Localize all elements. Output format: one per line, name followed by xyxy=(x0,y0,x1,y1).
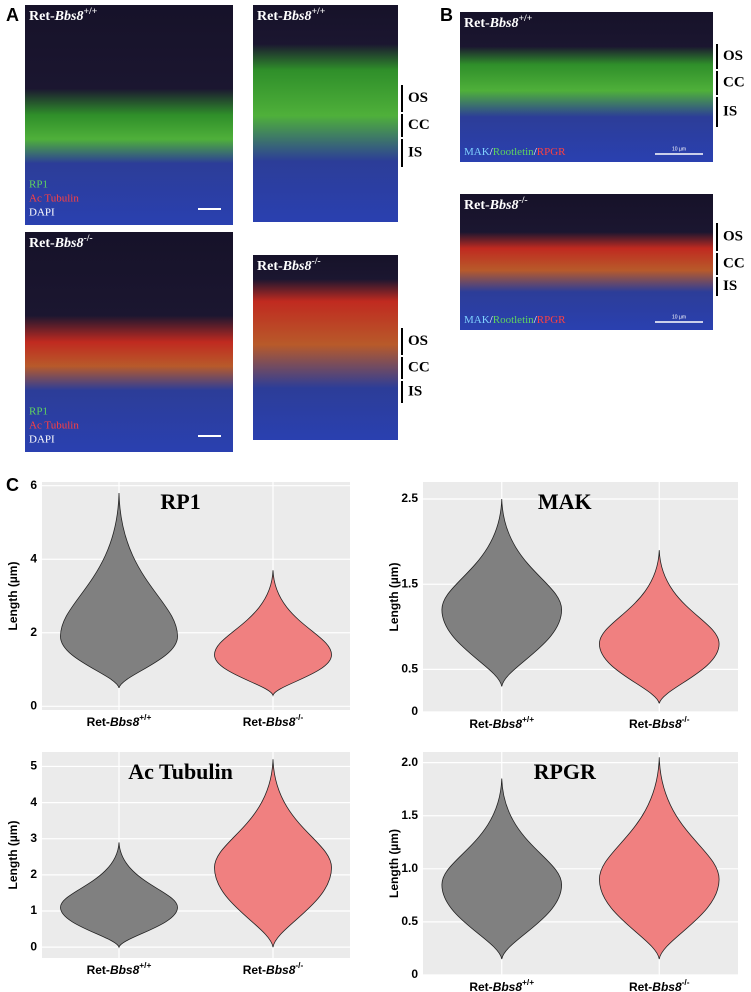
stain-label: MAK/Rootletin/RPGR xyxy=(464,146,566,158)
y-tick-label: 6 xyxy=(30,478,37,492)
y-tick-label: 2.5 xyxy=(401,491,418,505)
y-tick-label: 1 xyxy=(30,903,37,917)
violin xyxy=(60,842,178,949)
chart-title: Ac Tubulin xyxy=(128,759,233,784)
y-tick-label: 0 xyxy=(30,939,37,953)
separator: / xyxy=(490,314,494,326)
stain-label: RP1 xyxy=(29,406,48,418)
layer-label: OS xyxy=(723,228,743,244)
stain: Rootletin xyxy=(493,314,534,326)
x-tick-label: Ret-Bbs8+/+ xyxy=(87,960,152,977)
y-tick-label: 0.5 xyxy=(401,662,418,676)
separator: / xyxy=(534,314,538,326)
separator: / xyxy=(534,146,538,158)
y-tick-label: 0.5 xyxy=(401,914,418,928)
layer-label: IS xyxy=(408,383,422,399)
stain: MAK xyxy=(464,146,490,158)
stain-label: Ac Tubulin xyxy=(29,193,79,205)
layer-label: OS xyxy=(408,333,428,349)
violin xyxy=(60,493,178,689)
x-tick-label: Ret-Bbs8-/- xyxy=(629,714,690,731)
x-tick-label: Ret-Bbs8+/+ xyxy=(469,714,534,731)
layer-label: CC xyxy=(723,255,745,271)
stain: Rootletin xyxy=(493,146,534,158)
layer-label: OS xyxy=(408,90,428,106)
micrograph xyxy=(253,255,398,440)
micrograph xyxy=(253,5,398,222)
x-tick-label: Ret-Bbs8-/- xyxy=(243,712,304,729)
y-tick-label: 0 xyxy=(411,704,418,718)
stain-label: DAPI xyxy=(29,434,55,446)
y-tick-label: 4 xyxy=(30,551,37,565)
stain: RPGR xyxy=(537,314,566,326)
image-label: Ret-Bbs8-/- xyxy=(29,233,93,251)
scale-label: 10 µm xyxy=(672,314,686,320)
chart-title: RPGR xyxy=(534,759,597,784)
y-axis-label: Length (µm) xyxy=(6,562,20,631)
y-tick-label: 0 xyxy=(411,967,418,981)
stain: RPGR xyxy=(537,146,566,158)
layer-label: OS xyxy=(723,48,743,64)
layer-label: IS xyxy=(408,144,422,160)
stain: MAK xyxy=(464,314,490,326)
y-tick-label: 1.5 xyxy=(401,808,418,822)
micrograph xyxy=(25,232,233,452)
image-label: Ret-Bbs8+/+ xyxy=(464,13,533,31)
stain-label: MAK/Rootletin/RPGR xyxy=(464,314,566,326)
x-tick-label: Ret-Bbs8+/+ xyxy=(469,977,534,992)
y-axis-label: Length (µm) xyxy=(387,829,401,898)
y-axis-label: Length (µm) xyxy=(6,821,20,890)
violin xyxy=(598,757,720,960)
image-label: Ret-Bbs8-/- xyxy=(464,195,528,213)
y-tick-label: 1.5 xyxy=(401,576,418,590)
x-tick-label: Ret-Bbs8-/- xyxy=(629,977,690,992)
layer-label: IS xyxy=(723,278,737,294)
y-tick-label: 4 xyxy=(30,795,37,809)
panel-letter: B xyxy=(440,5,453,25)
y-tick-label: 1.0 xyxy=(401,861,418,875)
separator: / xyxy=(490,146,494,158)
image-label: Ret-Bbs8-/- xyxy=(257,256,321,274)
violin xyxy=(214,570,332,697)
layer-label: CC xyxy=(408,359,430,375)
x-tick-label: Ret-Bbs8+/+ xyxy=(87,712,152,729)
y-tick-label: 2.0 xyxy=(401,755,418,769)
chart-title: RP1 xyxy=(160,489,200,514)
stain-label: Ac Tubulin xyxy=(29,420,79,432)
y-tick-label: 2 xyxy=(30,867,37,881)
stain-label: DAPI xyxy=(29,207,55,219)
layer-label: IS xyxy=(723,103,737,119)
image-label: Ret-Bbs8+/+ xyxy=(29,6,98,24)
y-tick-label: 5 xyxy=(30,759,37,773)
chart-title: MAK xyxy=(538,489,592,514)
violin xyxy=(441,778,563,960)
micrograph xyxy=(460,194,713,330)
x-tick-label: Ret-Bbs8-/- xyxy=(243,960,304,977)
scale-label: 10 µm xyxy=(672,146,686,152)
y-tick-label: 0 xyxy=(30,698,37,712)
violin xyxy=(598,550,720,704)
image-label: Ret-Bbs8+/+ xyxy=(257,6,326,24)
panel-letter: A xyxy=(6,5,19,25)
micrograph xyxy=(25,5,233,225)
y-axis-label: Length (µm) xyxy=(387,563,401,632)
layer-label: CC xyxy=(723,74,745,90)
layer-label: CC xyxy=(408,117,430,133)
violin xyxy=(214,759,332,948)
panel-letter: C xyxy=(6,475,19,495)
y-tick-label: 3 xyxy=(30,831,37,845)
violin xyxy=(441,499,563,687)
stain-label: RP1 xyxy=(29,179,48,191)
micrograph xyxy=(460,12,713,162)
y-tick-label: 2 xyxy=(30,625,37,639)
